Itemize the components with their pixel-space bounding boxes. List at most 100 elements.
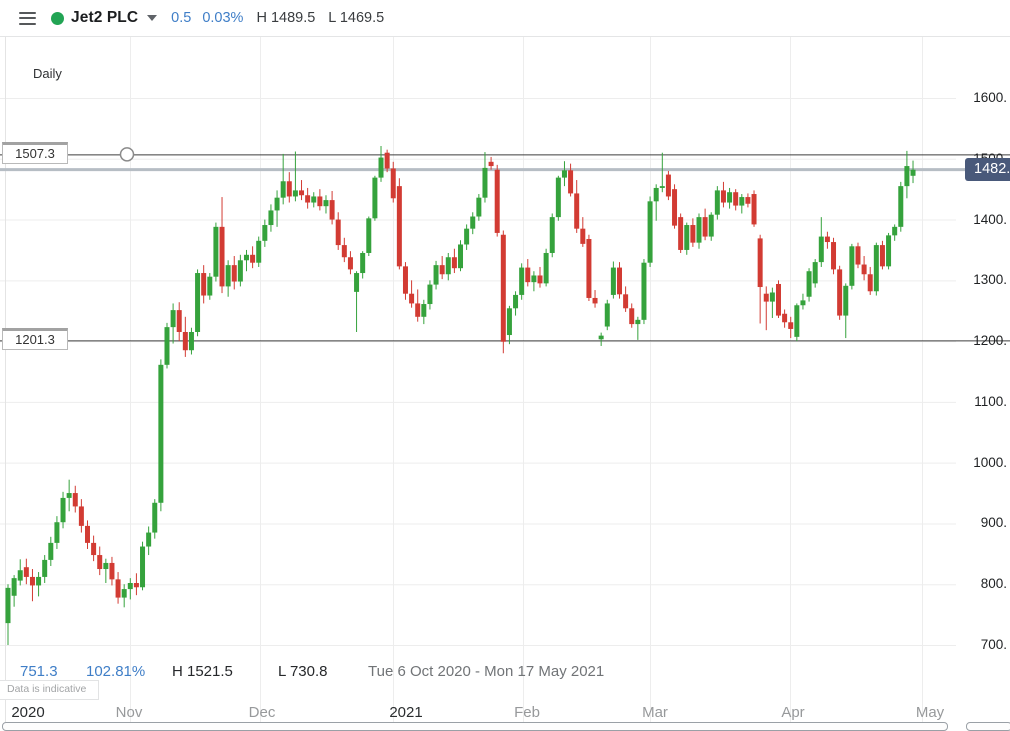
- candle: [366, 218, 372, 253]
- candle: [78, 506, 84, 526]
- y-axis-label: 1200.: [973, 333, 1007, 349]
- candle: [727, 192, 733, 203]
- x-axis-label: 2021: [389, 704, 423, 721]
- market-open-dot-icon: [51, 11, 64, 25]
- candle: [635, 319, 641, 325]
- candle: [402, 266, 408, 294]
- candle: [586, 239, 592, 298]
- candle: [886, 235, 892, 267]
- candle: [42, 559, 48, 577]
- candle: [152, 502, 158, 533]
- level-price-tag[interactable]: 1201.3: [2, 328, 68, 351]
- chevron-down-icon[interactable]: [147, 15, 158, 21]
- candle: [653, 187, 659, 202]
- x-axis-label: Nov: [115, 704, 143, 721]
- period-low: L 730.8: [278, 663, 328, 680]
- candle: [256, 240, 262, 263]
- candle: [702, 217, 708, 237]
- candle: [396, 186, 402, 267]
- candle: [146, 532, 152, 547]
- candle: [103, 562, 109, 570]
- candle: [305, 195, 311, 203]
- candle: [317, 196, 323, 207]
- candle: [360, 252, 366, 274]
- date-range: Tue 6 Oct 2020 - Mon 17 May 2021: [368, 663, 605, 680]
- candle: [427, 284, 433, 305]
- candle: [280, 181, 286, 198]
- candle: [201, 273, 207, 296]
- candle: [84, 525, 90, 543]
- timeframe-label[interactable]: Daily: [33, 66, 62, 81]
- candle: [720, 190, 726, 203]
- candle: [421, 304, 427, 317]
- candle: [843, 285, 849, 316]
- candle: [354, 273, 360, 292]
- hamburger-menu-icon[interactable]: [19, 11, 36, 25]
- candle: [433, 265, 439, 285]
- candle: [23, 567, 29, 577]
- candle: [690, 225, 696, 243]
- candle: [855, 246, 861, 265]
- day-low: L 1469.5: [328, 10, 385, 26]
- candle: [341, 245, 347, 258]
- candle: [568, 170, 574, 194]
- candle: [250, 254, 256, 263]
- candle: [623, 294, 629, 309]
- candle: [488, 161, 494, 167]
- candle: [794, 305, 800, 337]
- candle: [476, 197, 482, 217]
- y-axis-label: 1300.: [973, 272, 1007, 288]
- candle: [751, 194, 757, 225]
- candle: [54, 522, 60, 543]
- level-line-handle[interactable]: [119, 147, 135, 162]
- candle: [158, 364, 164, 503]
- candle: [757, 238, 763, 288]
- candle: [384, 152, 390, 169]
- candle: [519, 267, 525, 295]
- candle: [292, 190, 298, 197]
- candle: [127, 583, 133, 590]
- candle: [347, 257, 353, 270]
- candle: [531, 275, 537, 283]
- level-price-tag[interactable]: 1507.3: [2, 142, 68, 165]
- period-high: H 1521.5: [172, 663, 233, 680]
- candle: [555, 177, 561, 218]
- candle: [610, 267, 616, 295]
- header-bar: Jet2 PLC 0.5 0.03% H 1489.5 L 1469.5: [0, 0, 1010, 37]
- candle: [121, 589, 127, 598]
- y-axis-label: 1100.: [974, 393, 1007, 409]
- candle: [409, 293, 415, 304]
- candle: [48, 542, 54, 560]
- data-indicative-note: Data is indicative: [0, 680, 99, 700]
- candle: [904, 166, 910, 187]
- candle: [910, 169, 916, 176]
- candle: [629, 308, 635, 325]
- candle: [861, 264, 867, 275]
- candle: [879, 245, 885, 267]
- candle: [684, 225, 690, 250]
- candle: [243, 254, 249, 261]
- candle: [892, 226, 898, 236]
- candle: [323, 200, 329, 207]
- candle: [812, 262, 818, 284]
- candle: [299, 190, 305, 196]
- candle: [831, 242, 837, 270]
- candle: [647, 201, 653, 263]
- candle: [818, 236, 824, 263]
- x-axis-label: Dec: [248, 704, 276, 721]
- candle: [837, 269, 843, 316]
- instrument-name[interactable]: Jet2 PLC: [71, 9, 139, 26]
- candle: [225, 265, 231, 287]
- candle: [561, 170, 567, 178]
- candle: [604, 303, 610, 327]
- candle: [458, 244, 464, 269]
- candle: [714, 190, 720, 215]
- candle: [445, 257, 451, 275]
- period-change: 751.3: [20, 663, 58, 680]
- day-high: H 1489.5: [256, 10, 316, 26]
- candle: [464, 228, 470, 245]
- candle: [470, 216, 476, 229]
- x-axis-label: Apr: [781, 704, 805, 721]
- candle: [708, 214, 714, 237]
